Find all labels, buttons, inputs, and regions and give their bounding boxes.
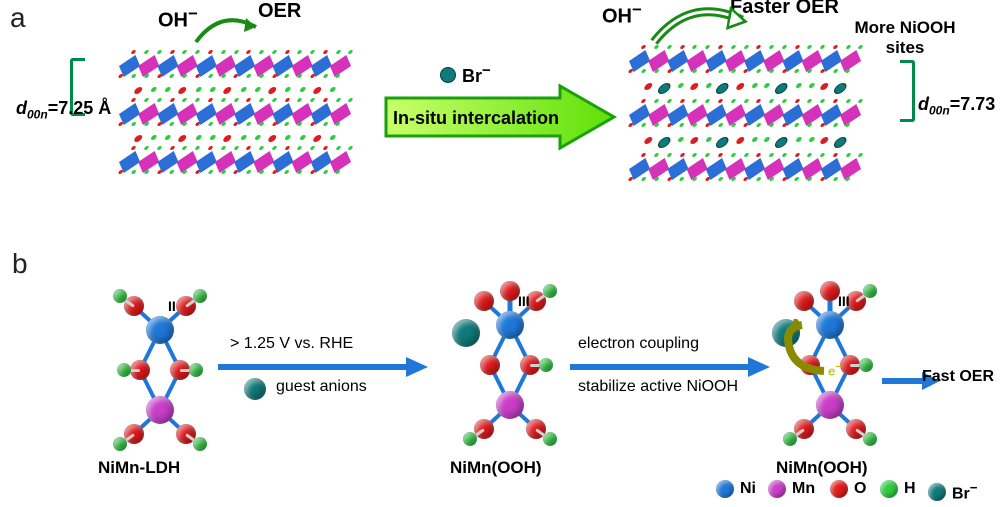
reaction-arrow-2 [570,355,770,379]
fast-oer-label: Fast OER [922,368,994,386]
h-atom [193,437,207,451]
ldh-stack-left [120,55,350,173]
legend-br: Br− [928,480,978,503]
o-atom [480,355,500,375]
mn-atom [816,391,844,419]
legend-o: O [830,480,866,498]
h-atom [863,284,877,298]
h-atom [539,358,553,372]
ldh-stack-right [630,50,860,180]
reaction-1-top: > 1.25 V vs. RHE [230,335,353,353]
ni-atom [496,311,524,339]
h-atom [859,358,873,372]
panel-a-label: a [10,2,26,34]
reaction-2-bottom: stabilize active NiOOH [578,378,738,396]
intercalation-arrow-label: In-situ intercalation [393,108,559,128]
h-atom [543,284,557,298]
molecule-label-2: NiMn(OOH) [450,458,542,478]
o-atom [820,281,840,301]
spacing-label-left: d00n=7.25 Å [16,98,111,122]
legend-ni: Ni [716,480,756,498]
h-atom [863,432,877,446]
panel-b-label: b [12,248,28,280]
o-atom [500,281,520,301]
electron-label: e− [828,361,842,378]
reaction-arrow-1 [218,355,428,379]
guest-anion-icon [244,378,266,400]
h-atom [463,432,477,446]
h-atom [113,289,127,303]
br-atom [452,319,480,347]
spacing-label-right: d00n=7.73 Å [918,94,1000,118]
reaction-1-bottom: guest anions [276,378,367,396]
h-atom [193,289,207,303]
molecule-nimn-ooh-1: III [440,275,590,465]
mn-atom [146,396,174,424]
o-atom [474,291,494,311]
molecule-nimn-ldh: II [90,280,230,460]
h-atom [543,432,557,446]
h-atom [783,432,797,446]
h-atom [117,363,131,377]
molecule-label-1: NiMn-LDH [98,458,180,478]
h-atom [189,363,203,377]
mn-atom [496,391,524,419]
spacing-brace-right [900,60,915,122]
molecule-label-3: NiMn(OOH) [776,458,868,478]
legend-h: H [880,480,916,498]
legend-mn: Mn [768,480,815,498]
o-atom [794,291,814,311]
intercalation-arrow: In-situ intercalation [380,82,620,157]
ni-atom [146,316,174,344]
reaction-2-top: electron coupling [578,335,699,353]
h-atom [113,437,127,451]
